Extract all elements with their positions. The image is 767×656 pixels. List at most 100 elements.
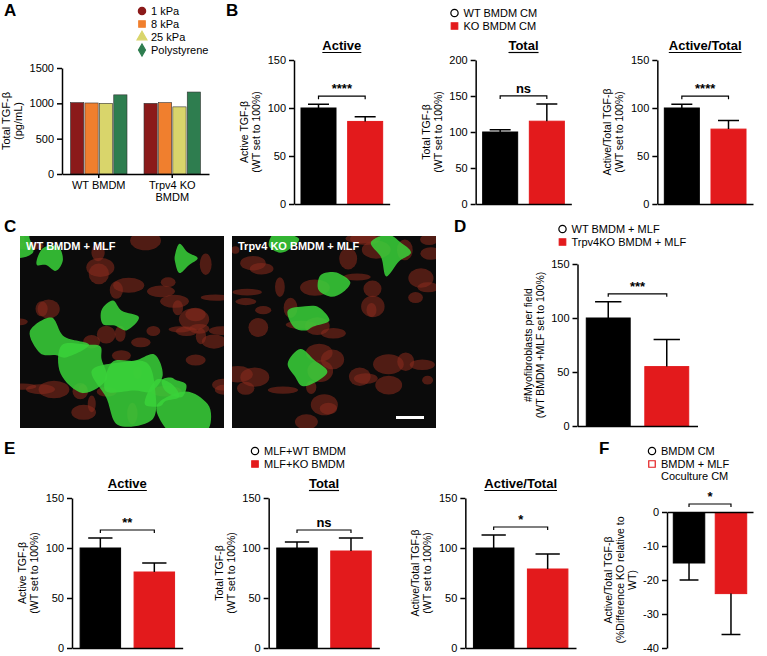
image-texture <box>250 263 274 275</box>
error-bar <box>536 104 557 121</box>
y-tick-label: -10 <box>643 540 659 552</box>
axis-title: Active TGF-β(WT set to 100%) <box>238 91 262 173</box>
bar <box>348 121 383 204</box>
image-texture <box>209 326 224 335</box>
legend-label: KO BMDM CM <box>464 20 537 32</box>
plot-marks <box>277 538 371 648</box>
legend: WT BMDM + MLFTrpv4KO BMDM + MLF <box>559 223 687 248</box>
axis-title-line: (WT set to 100%) <box>421 532 433 614</box>
image-texture <box>201 294 224 300</box>
image-texture <box>287 306 329 331</box>
scale-bar <box>396 416 424 419</box>
image-texture <box>375 376 402 395</box>
bar <box>134 572 174 648</box>
y-tick-label: 100 <box>631 102 649 114</box>
figure: A1 kPa8 kPa25 kPaPolystyrene050010001500… <box>0 0 767 656</box>
legend-label: MLF+KO BMDM <box>264 458 345 470</box>
y-axis: 050100150 <box>551 258 578 432</box>
y-tick-mark <box>652 156 657 158</box>
legend-marker <box>649 461 655 467</box>
axis-title-line: (WT set to 100%) <box>28 532 40 614</box>
image-label: WT BMDM + MLF <box>26 240 116 252</box>
panel-label: B <box>226 1 238 20</box>
y-tick: 50 <box>445 592 465 604</box>
image-texture <box>173 300 184 315</box>
y-tick-mark <box>264 648 269 650</box>
legend-label: 25 kPa <box>151 31 186 43</box>
legend-label-line: 1 kPa <box>151 5 180 17</box>
legend-label: Trpv4KO BMDM + MLF <box>572 236 687 248</box>
y-tick: 0 <box>563 420 577 432</box>
legend-label-line: Coculture CM <box>661 470 728 482</box>
y-axis: 050100150 <box>46 492 73 654</box>
image-texture <box>146 326 160 336</box>
axis-title-line: (pg/mL) <box>12 102 24 140</box>
y-tick-label: 0 <box>643 198 649 210</box>
y-tick-mark <box>460 598 465 600</box>
error-bar <box>722 594 741 635</box>
y-tick-mark <box>67 548 72 550</box>
axis-title-line: Total TGF-β <box>420 104 432 159</box>
y-tick-label: 150 <box>268 54 286 66</box>
image-texture <box>97 326 116 344</box>
legend-marker <box>648 447 655 454</box>
significance-label: **** <box>695 81 716 96</box>
y-tick-mark <box>57 103 62 105</box>
legend-marker <box>451 23 457 29</box>
y-tick: 0 <box>653 506 667 518</box>
error-bar <box>482 535 506 548</box>
y-tick-mark <box>264 498 269 500</box>
error-bar <box>671 104 692 108</box>
image-texture <box>275 277 285 297</box>
significance-bracket <box>682 96 729 99</box>
bar <box>586 318 630 426</box>
y-tick-mark <box>460 498 465 500</box>
title-underline <box>508 52 538 53</box>
y-tick-mark <box>662 580 667 582</box>
plot-marks <box>80 538 174 648</box>
legend-marker <box>251 447 258 454</box>
axis-title-line: Active/Total TGF-β <box>601 89 613 176</box>
image-texture <box>321 350 344 370</box>
y-tick-label: 100 <box>439 542 457 554</box>
panel-label: E <box>4 439 15 458</box>
bar <box>80 548 120 648</box>
y-tick-label: 0 <box>58 642 64 654</box>
x-axis-line <box>295 204 391 206</box>
y-tick-label: 100 <box>268 102 286 114</box>
bar <box>715 512 746 594</box>
y-axis-line <box>294 61 296 205</box>
y-axis-line <box>465 499 467 649</box>
error-bar <box>490 130 511 132</box>
x-tick-mark <box>98 174 100 178</box>
image-texture <box>168 326 191 332</box>
micrograph: WT BMDM + MLF <box>3 225 235 445</box>
x-axis <box>466 648 577 649</box>
bar <box>483 132 518 204</box>
y-tick-label: 100 <box>46 542 64 554</box>
plot-marks <box>483 104 565 204</box>
y-tick-mark <box>662 546 667 548</box>
panel-label: C <box>4 217 16 236</box>
y-tick-mark <box>662 648 667 650</box>
y-tick-label: 0 <box>462 198 468 210</box>
x-axis-line <box>269 648 380 650</box>
y-tick: 500 <box>36 133 62 145</box>
image-texture <box>295 414 318 428</box>
image-texture <box>161 277 176 287</box>
bar <box>173 107 186 174</box>
y-tick-label: 50 <box>274 150 286 162</box>
y-tick-label: -30 <box>643 608 659 620</box>
legend-label-line: 8 kPa <box>151 18 180 30</box>
y-tick-label: 0 <box>451 642 457 654</box>
legend: BMDM CMBMDM + MLFCoculture CM <box>648 445 729 482</box>
axis-title: Active/Total TGF-β(WT set to 100%) <box>409 530 433 617</box>
y-tick-mark <box>573 264 578 266</box>
y-tick-mark <box>289 60 294 62</box>
image-texture <box>101 301 139 331</box>
y-tick: 150 <box>242 492 268 504</box>
image-texture <box>232 366 253 382</box>
y-axis: 050100150 <box>242 492 269 654</box>
legend-label-line: 25 kPa <box>151 31 186 43</box>
legend-label: 8 kPa <box>151 18 180 30</box>
